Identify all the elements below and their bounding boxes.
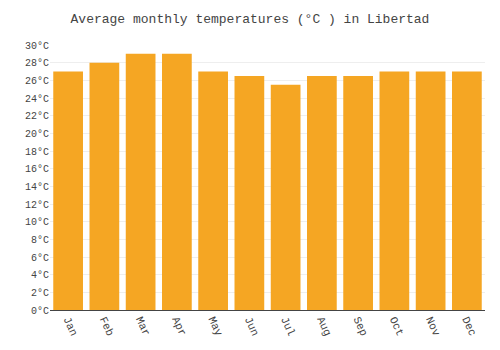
svg-text:12°C: 12°C: [25, 200, 49, 211]
svg-text:10°C: 10°C: [25, 217, 49, 228]
svg-text:26°C: 26°C: [25, 76, 49, 87]
svg-text:May: May: [205, 315, 224, 338]
svg-text:Feb: Feb: [97, 315, 116, 338]
svg-text:0°C: 0°C: [31, 306, 49, 317]
svg-text:8°C: 8°C: [31, 235, 49, 246]
svg-text:Jul: Jul: [278, 315, 297, 338]
svg-text:2°C: 2°C: [31, 288, 49, 299]
svg-text:4°C: 4°C: [31, 270, 49, 281]
svg-text:Aug: Aug: [314, 315, 333, 338]
svg-text:Sep: Sep: [350, 315, 369, 338]
svg-text:6°C: 6°C: [31, 253, 49, 264]
svg-text:22°C: 22°C: [25, 111, 49, 122]
svg-text:Average monthly temperatures (: Average monthly temperatures (°C ) in Li…: [71, 12, 430, 27]
svg-text:14°C: 14°C: [25, 182, 49, 193]
svg-text:Oct: Oct: [387, 315, 406, 338]
svg-text:18°C: 18°C: [25, 147, 49, 158]
svg-text:28°C: 28°C: [25, 58, 49, 69]
svg-text:Jan: Jan: [60, 315, 79, 338]
svg-text:Apr: Apr: [169, 315, 188, 338]
svg-text:Dec: Dec: [459, 315, 478, 338]
svg-text:30°C: 30°C: [25, 41, 49, 52]
svg-text:Nov: Nov: [423, 315, 442, 338]
svg-text:Mar: Mar: [133, 315, 152, 338]
svg-text:Jun: Jun: [242, 315, 261, 338]
svg-text:24°C: 24°C: [25, 94, 49, 105]
svg-text:16°C: 16°C: [25, 164, 49, 175]
svg-text:20°C: 20°C: [25, 129, 49, 140]
